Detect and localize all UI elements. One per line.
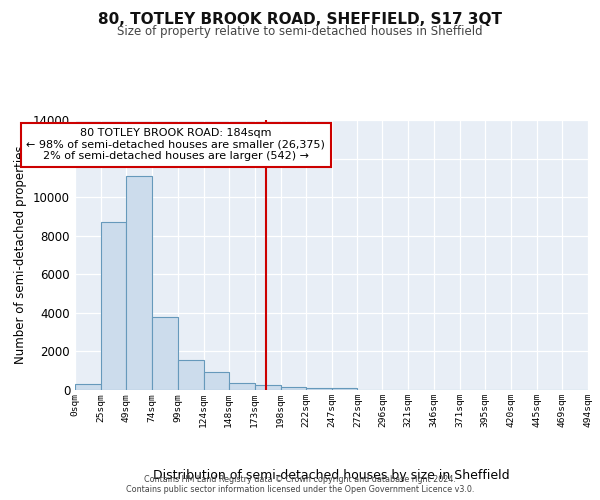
Bar — [75, 384, 101, 390]
Text: 80 TOTLEY BROOK ROAD: 184sqm
← 98% of semi-detached houses are smaller (26,375)
: 80 TOTLEY BROOK ROAD: 184sqm ← 98% of se… — [26, 128, 325, 162]
X-axis label: Distribution of semi-detached houses by size in Sheffield: Distribution of semi-detached houses by … — [153, 469, 510, 482]
Bar — [281, 387, 305, 390]
Text: Size of property relative to semi-detached houses in Sheffield: Size of property relative to semi-detach… — [117, 25, 483, 38]
Bar — [178, 360, 204, 390]
Bar — [126, 176, 152, 390]
Bar — [331, 388, 358, 390]
Bar — [152, 316, 178, 390]
Bar — [101, 222, 126, 390]
Text: Contains HM Land Registry data © Crown copyright and database right 2024.
Contai: Contains HM Land Registry data © Crown c… — [126, 474, 474, 494]
Bar — [204, 372, 229, 390]
Bar — [305, 388, 331, 390]
Bar — [254, 385, 281, 390]
Y-axis label: Number of semi-detached properties: Number of semi-detached properties — [14, 146, 28, 364]
Bar — [229, 383, 254, 390]
Text: 80, TOTLEY BROOK ROAD, SHEFFIELD, S17 3QT: 80, TOTLEY BROOK ROAD, SHEFFIELD, S17 3Q… — [98, 12, 502, 28]
